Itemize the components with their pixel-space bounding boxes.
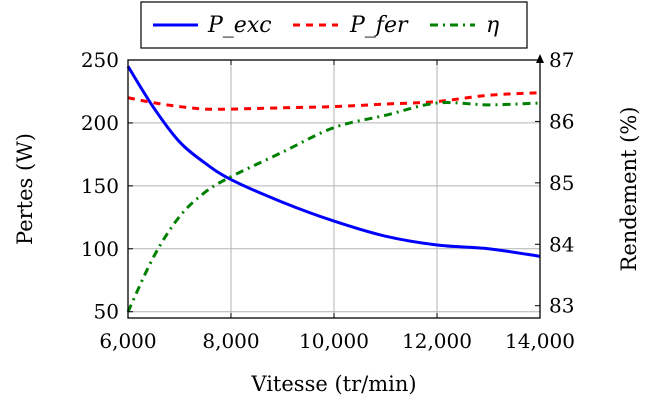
y-left-tick-label: 150 [81, 174, 119, 198]
axis-ticks: 6,000 8,000 10,000 12,000 14,000 50 100 150 200 2… [81, 48, 575, 353]
y-right-tick-label: 83 [549, 294, 574, 318]
x-tick-label: 12,000 [402, 329, 472, 353]
y-right-tick-label: 85 [549, 171, 574, 195]
series-lines [126, 65, 541, 313]
legend-entry: η [486, 13, 499, 38]
y-left-tick-label: 250 [81, 48, 119, 72]
y-left-tick-label: 50 [94, 300, 119, 324]
right-axis-arrow [536, 54, 544, 63]
axis-labels: Vitesse (tr/min) Pertes (W) Rendement (%) [13, 107, 641, 396]
x-tick-label: 8,000 [202, 329, 259, 353]
y-right-tick-label: 84 [549, 232, 574, 256]
series-line-p-fer [127, 91, 541, 111]
x-axis-label: Vitesse (tr/min) [250, 372, 416, 396]
x-tick-label: 6,000 [99, 329, 156, 353]
y-right-axis-label: Rendement (%) [617, 107, 641, 272]
y-left-tick-label: 200 [81, 111, 119, 135]
x-tick-label: 14,000 [505, 329, 575, 353]
series-line-p-exc [126, 65, 541, 258]
y-left-tick-label: 100 [81, 237, 119, 261]
grid [127, 59, 541, 318]
legend-entry: P_fer [349, 13, 409, 38]
legend: P_exc P_fer η [140, 1, 528, 49]
y-right-tick-label: 87 [549, 48, 574, 72]
y-right-tick-label: 86 [549, 109, 574, 133]
y-left-axis-label: Pertes (W) [13, 133, 37, 245]
legend-entry: P_exc [207, 13, 272, 38]
x-tick-label: 10,000 [299, 329, 369, 353]
